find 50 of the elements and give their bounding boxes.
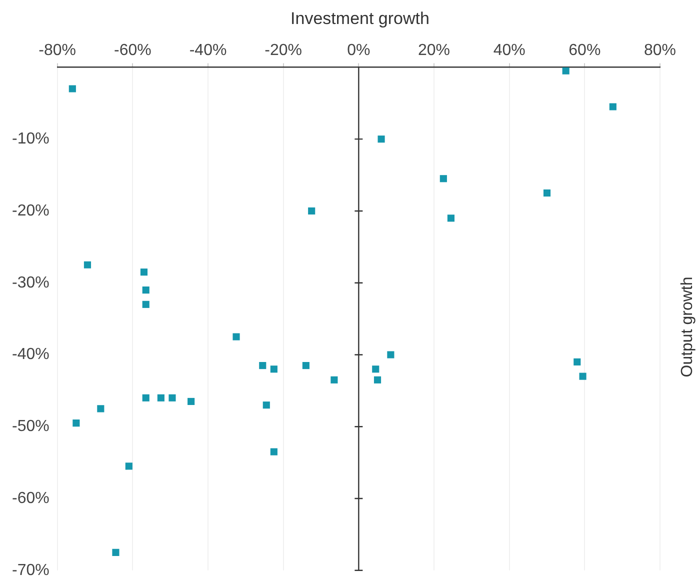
point (112, 548, 120, 556)
y-axis-title: Output growth (679, 276, 697, 380)
point (302, 362, 310, 370)
point (157, 394, 164, 402)
point (142, 286, 150, 294)
x-tick-label: -80% (38, 42, 76, 60)
point (142, 300, 150, 308)
point (387, 351, 394, 358)
chart-title: Investment growth (290, 9, 430, 29)
point (372, 366, 380, 373)
point (330, 376, 338, 384)
point (447, 214, 454, 222)
x-tick-label: -20% (264, 42, 302, 60)
point (97, 405, 104, 412)
point (574, 358, 581, 366)
x-tick-label: 0% (347, 42, 370, 60)
point (543, 189, 551, 197)
point (262, 402, 270, 409)
x-tick-label: 60% (568, 42, 601, 60)
x-tick-label: 80% (644, 42, 676, 60)
y-tick-label: -40% (12, 346, 50, 364)
point (579, 372, 586, 380)
point (68, 85, 76, 92)
point (308, 207, 316, 215)
point (84, 261, 92, 268)
x-tick-label: 40% (493, 42, 526, 60)
x-tick-label: -40% (189, 42, 227, 60)
point (232, 333, 240, 340)
point (270, 448, 278, 456)
y-tick-label: -60% (12, 490, 50, 507)
point (125, 462, 132, 470)
y-tick-label: -10% (12, 130, 50, 148)
y-tick-label: -70% (12, 562, 50, 579)
point (562, 67, 570, 74)
point (378, 136, 385, 143)
x-tick-label: 20% (418, 42, 450, 60)
y-tick-label: -30% (12, 274, 50, 292)
y-tick-label: -20% (12, 202, 50, 220)
point (270, 366, 278, 373)
point (259, 362, 266, 370)
y-tick-label: -50% (12, 418, 50, 436)
x-tick-label: -60% (114, 42, 152, 60)
point (188, 398, 195, 406)
point (609, 103, 616, 110)
point (374, 376, 382, 384)
point (140, 268, 148, 276)
point (440, 175, 447, 182)
point (142, 394, 150, 402)
point (168, 394, 176, 402)
point (72, 420, 80, 427)
